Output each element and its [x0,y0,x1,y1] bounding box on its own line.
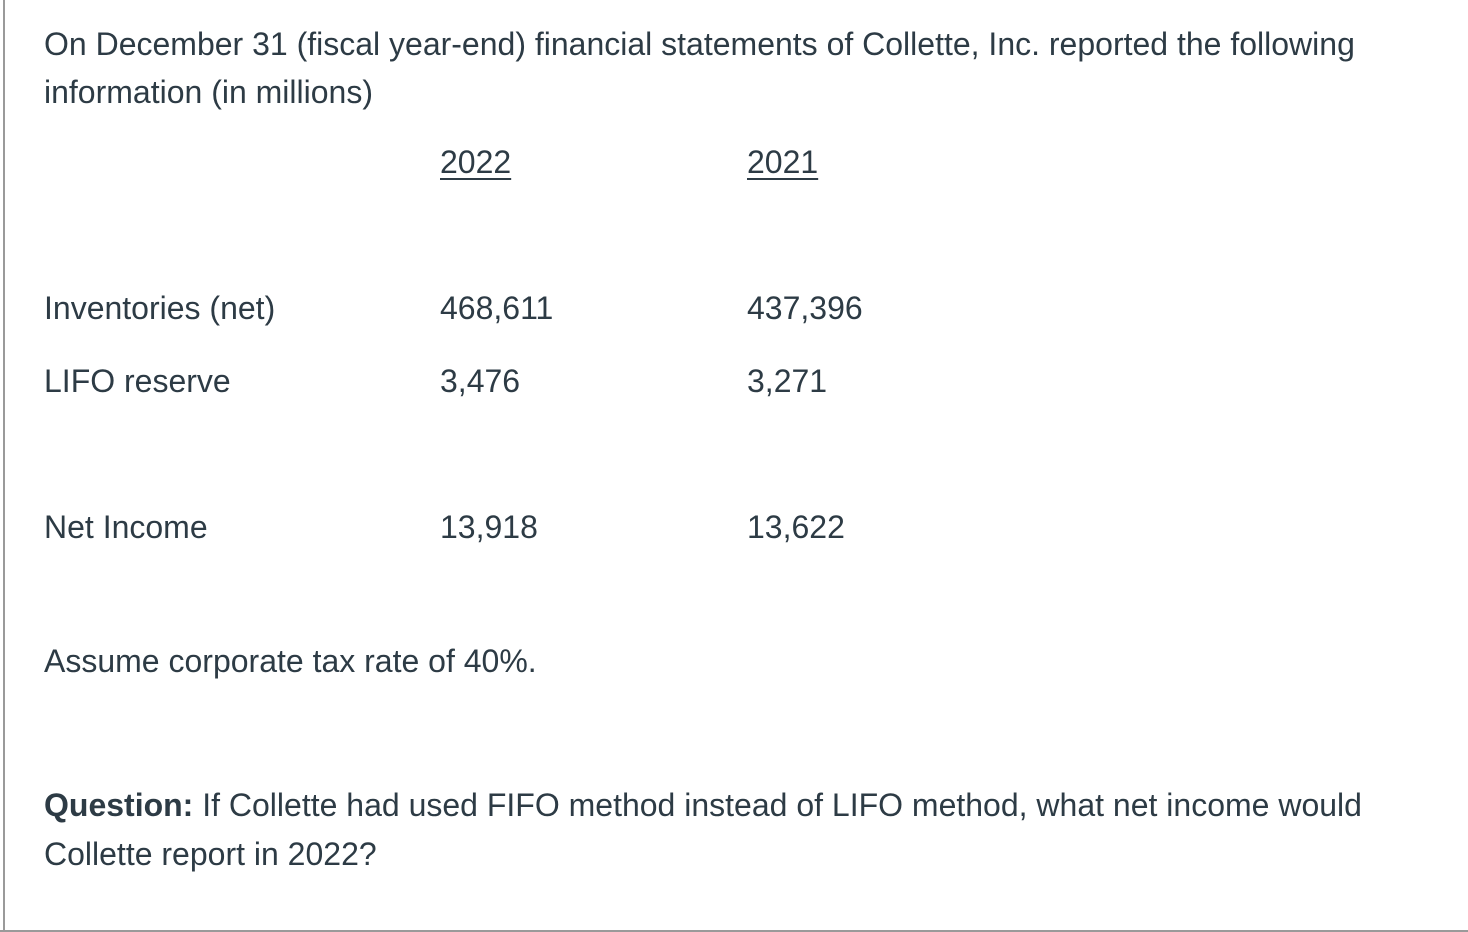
value-2022: 3,476 [440,363,521,399]
header-year-2022: 2022 [440,126,747,199]
spacer-row [44,418,1147,491]
value-2022: 468,611 [440,290,554,326]
financial-data-table: 2022 2021 Inventories (net) 468,611 437,… [44,126,1147,564]
assumption-paragraph: Assume corporate tax rate of 40%. [44,643,537,679]
question-text: If Collette had used FIFO method instead… [44,787,1362,872]
value-2021: 13,622 [747,509,845,545]
value-2021: 437,396 [747,290,863,326]
table-row-net-income: Net Income 13,918 13,622 [44,491,1147,564]
table-row-lifo-reserve: LIFO reserve 3,476 3,271 [44,345,1147,418]
intro-paragraph: On December 31 (fiscal year-end) financi… [44,26,1355,110]
question-label: Question: [44,787,194,823]
value-2021: 3,271 [747,363,828,399]
header-blank-cell [44,126,440,199]
question-paragraph: Question: If Collette had used FIFO meth… [44,781,1374,879]
value-2022: 13,918 [440,509,538,545]
question-content: On December 31 (fiscal year-end) financi… [3,0,1468,930]
row-label: LIFO reserve [44,363,231,399]
table-row-inventories: Inventories (net) 468,611 437,396 [44,272,1147,345]
year-2021-label: 2021 [747,144,819,180]
spacer-row [44,199,1147,272]
row-label: Inventories (net) [44,290,276,326]
row-label: Net Income [44,509,208,545]
header-year-2021: 2021 [747,126,1147,199]
table-header-row: 2022 2021 [44,126,1147,199]
year-2022-label: 2022 [440,144,512,180]
